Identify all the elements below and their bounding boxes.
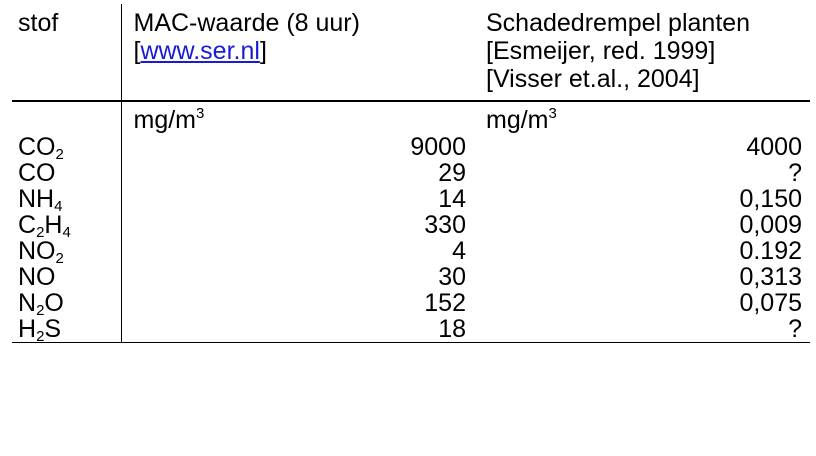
substance-formula: NO2 [12, 237, 121, 267]
table-row: H2S 18? [12, 315, 810, 345]
header-mac-source: [www.ser.nl] [134, 37, 475, 65]
header-schade-title: Schadedrempel planten [486, 9, 751, 37]
units-schade: mg/m3 [474, 101, 810, 134]
schade-value: 4000 [746, 133, 802, 161]
mac-value: 18 [120, 316, 474, 343]
substance-formula: CO [12, 160, 121, 186]
schade-value: ? [788, 159, 802, 187]
schade-value: 0,313 [739, 263, 802, 291]
unit-exponent: 3 [548, 105, 557, 122]
formula-text: NO [18, 237, 56, 265]
formula-text: NO [18, 263, 56, 291]
formula-subscript: 2 [36, 224, 45, 241]
formula-subscript: 2 [55, 146, 64, 163]
header-schadedrempel: Schadedrempel planten [Esmeijer, red. 19… [474, 4, 810, 102]
header-stof: stof [12, 4, 121, 102]
formula-text: N [18, 289, 37, 317]
bracket-close: ] [259, 37, 267, 65]
substance-formula: NO [12, 264, 121, 290]
table-row: C2H4 330 0,009 [12, 211, 810, 241]
data-table: stof MAC-waarde (8 uur) [www.ser.nl] Sch… [12, 4, 810, 345]
header-schade-source-1: [Esmeijer, red. 1999] [486, 37, 716, 65]
table-row: NO2 4 0.192 [12, 237, 810, 267]
table-row: NH4 14 0,150 [12, 185, 810, 215]
table-row: CO2 9000 4000 [12, 133, 810, 163]
unit-exponent: 3 [196, 105, 205, 122]
table-row: CO 29? [12, 160, 810, 186]
formula-text: H [44, 211, 63, 239]
units-row: mg/m3 mg/m3 [12, 101, 810, 134]
formula-text: NH [18, 185, 55, 213]
ser-nl-link[interactable]: www.ser.nl [140, 37, 260, 65]
unit-base: mg/m [133, 106, 197, 134]
formula-subscript: 4 [54, 198, 63, 215]
formula-text: S [44, 315, 62, 343]
substance-formula: H2S [12, 315, 121, 345]
substance-formula: N2O [12, 289, 121, 319]
mac-value: 330 [120, 212, 474, 238]
header-mac-waarde: MAC-waarde (8 uur) [www.ser.nl] [120, 4, 475, 102]
mac-value: 29 [120, 160, 474, 186]
mac-value: 152 [120, 290, 474, 316]
header-mac-title: MAC-waarde (8 uur) [133, 9, 360, 37]
schade-value: 0.192 [739, 237, 802, 265]
schade-value: 0,009 [739, 211, 802, 239]
header-schade-source-2: [Visser et.al., 2004] [486, 65, 700, 93]
bracket-open: [ [133, 37, 141, 65]
formula-text: O [44, 289, 64, 317]
formula-text: H [18, 315, 37, 343]
units-mac: mg/m3 [120, 101, 474, 134]
units-stof-empty [12, 101, 121, 134]
table-header-row: stof MAC-waarde (8 uur) [www.ser.nl] Sch… [12, 4, 810, 102]
substance-threshold-table: stof MAC-waarde (8 uur) [www.ser.nl] Sch… [12, 4, 810, 345]
mac-value: 14 [120, 186, 474, 212]
formula-text: CO [18, 133, 56, 161]
formula-subscript: 2 [55, 250, 64, 267]
schade-value: 0,150 [739, 185, 802, 213]
substance-formula: C2H4 [12, 211, 121, 241]
unit-base: mg/m [486, 106, 549, 134]
table-row: NO 30 0,313 [12, 264, 810, 290]
formula-text: CO [18, 159, 56, 187]
formula-subscript: 4 [62, 224, 71, 241]
substance-formula: CO2 [12, 133, 121, 163]
mac-value: 30 [120, 264, 474, 290]
formula-text: C [18, 211, 37, 239]
table-row: N2O 152 0,075 [12, 289, 810, 319]
schade-value: ? [474, 316, 810, 343]
formula-subscript: 2 [36, 328, 45, 345]
substance-formula: NH4 [12, 185, 121, 215]
formula-subscript: 2 [36, 302, 45, 319]
schade-value: 0,075 [739, 289, 802, 317]
mac-value: 9000 [120, 134, 474, 160]
mac-value: 4 [120, 238, 474, 264]
